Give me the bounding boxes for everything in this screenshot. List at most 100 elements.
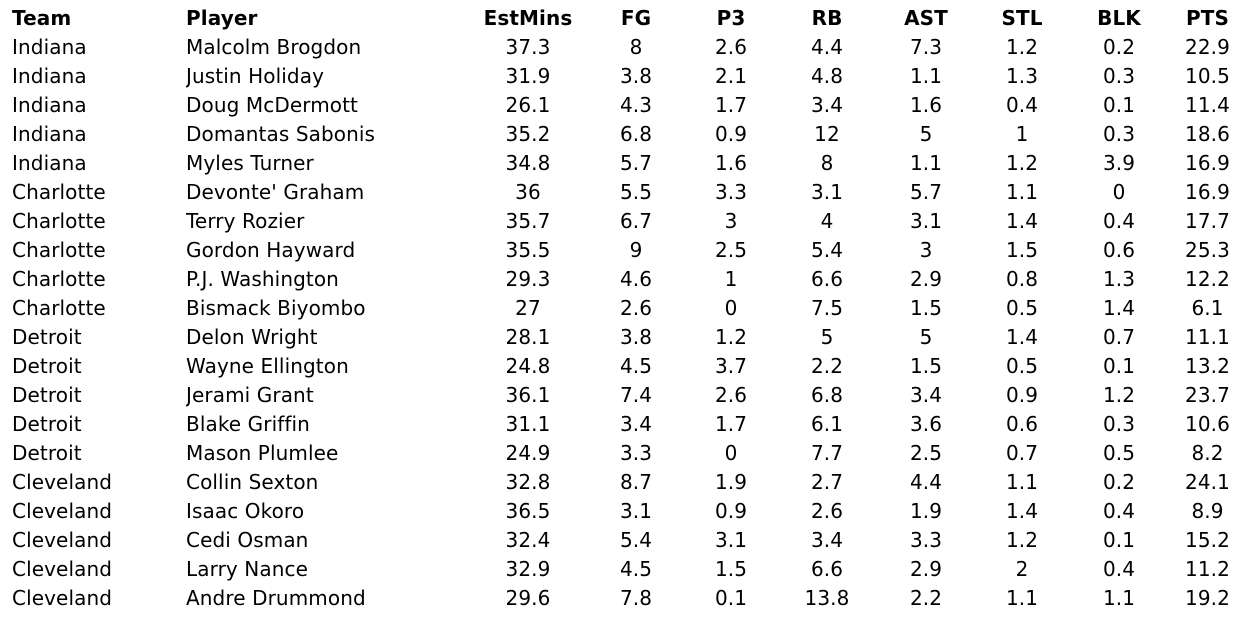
cell-p3: 1 (724, 267, 738, 291)
cell-team: Cleveland (12, 586, 113, 610)
table-row: Charlotte Gordon Hayward 35.5 9 2.5 5.4 3 1.5 0.… (0, 236, 1247, 265)
cell-fg: 3.8 (619, 325, 653, 349)
table-row: Cleveland Collin Sexton 32.8 8.7 1.9 2.7 4.4 1.… (0, 468, 1247, 497)
cell-player: Doug McDermott (186, 93, 358, 117)
cell-estmins: 31.1 (505, 412, 551, 436)
cell-rb: 4.4 (810, 35, 844, 59)
cell-blk: 0.2 (1102, 35, 1136, 59)
cell-blk: 0.4 (1102, 499, 1136, 523)
cell-rb: 3.4 (810, 528, 844, 552)
cell-rb: 6.1 (810, 412, 844, 436)
cell-estmins: 27 (515, 296, 541, 320)
cell-stl: 0.5 (1005, 296, 1039, 320)
cell-pts: 12.2 (1185, 267, 1230, 291)
cell-blk: 3.9 (1102, 151, 1136, 175)
cell-p3: 2.1 (714, 64, 748, 88)
cell-rb: 4.8 (810, 64, 844, 88)
cell-blk: 0.6 (1102, 238, 1136, 262)
table-row: Indiana Doug McDermott 26.1 4.3 1.7 3.4 1.6 0.4… (0, 91, 1247, 120)
cell-pts: 23.7 (1185, 383, 1230, 407)
cell-team: Charlotte (12, 296, 106, 320)
cell-team: Indiana (12, 151, 87, 175)
cell-fg: 5.7 (619, 151, 653, 175)
cell-rb: 8 (820, 151, 834, 175)
header-p3: P3 (716, 6, 746, 30)
cell-ast: 1.5 (909, 296, 943, 320)
cell-pts: 25.3 (1185, 238, 1230, 262)
cell-blk: 0.4 (1102, 209, 1136, 233)
table-row: Charlotte Terry Rozier 35.7 6.7 3 4 3.1 1.4 0.4 1… (0, 207, 1247, 236)
cell-blk: 0.1 (1102, 93, 1136, 117)
cell-p3: 0 (724, 441, 738, 465)
header-blk: BLK (1097, 6, 1141, 30)
cell-estmins: 34.8 (505, 151, 551, 175)
cell-ast: 3.6 (909, 412, 943, 436)
cell-ast: 3 (919, 238, 933, 262)
cell-p3: 3.3 (714, 180, 748, 204)
cell-team: Detroit (12, 441, 82, 465)
cell-player: Mason Plumlee (186, 441, 339, 465)
cell-fg: 4.5 (619, 557, 653, 581)
cell-stl: 0.5 (1005, 354, 1039, 378)
cell-stl: 1.4 (1005, 209, 1039, 233)
cell-rb: 7.7 (810, 441, 844, 465)
cell-estmins: 36 (515, 180, 541, 204)
cell-pts: 16.9 (1185, 151, 1230, 175)
cell-player: Malcolm Brogdon (186, 35, 362, 59)
cell-player: Gordon Hayward (186, 238, 356, 262)
cell-stl: 1.2 (1005, 35, 1039, 59)
cell-ast: 4.4 (909, 470, 943, 494)
cell-pts: 19.2 (1185, 586, 1230, 610)
table-row: Indiana Myles Turner 34.8 5.7 1.6 8 1.1 1.2 3.9 1… (0, 149, 1247, 178)
cell-team: Charlotte (12, 209, 106, 233)
cell-stl: 1.2 (1005, 528, 1039, 552)
cell-p3: 1.9 (714, 470, 748, 494)
cell-p3: 2.6 (714, 35, 748, 59)
table-row: Detroit Wayne Ellington 24.8 4.5 3.7 2.2 1.5 0.… (0, 352, 1247, 381)
cell-ast: 1.9 (909, 499, 943, 523)
cell-team: Indiana (12, 35, 87, 59)
cell-estmins: 29.6 (505, 586, 551, 610)
cell-blk: 1.1 (1102, 586, 1136, 610)
table-row: Detroit Jerami Grant 36.1 7.4 2.6 6.8 3.4 0.9 1.… (0, 381, 1247, 410)
cell-fg: 6.8 (619, 122, 653, 146)
table-body: Indiana Malcolm Brogdon 37.3 8 2.6 4.4 7.3 1.2 0… (0, 33, 1247, 613)
cell-team: Indiana (12, 122, 87, 146)
cell-p3: 0.9 (714, 499, 748, 523)
cell-ast: 1.5 (909, 354, 943, 378)
cell-player: Domantas Sabonis (186, 122, 376, 146)
cell-player: Jerami Grant (186, 383, 314, 407)
cell-pts: 11.4 (1185, 93, 1230, 117)
header-rb: RB (811, 6, 843, 30)
cell-blk: 0.7 (1102, 325, 1136, 349)
cell-estmins: 32.4 (505, 528, 551, 552)
cell-rb: 6.6 (810, 267, 844, 291)
header-row: Team Player EstMins FG P3 RB AST STL BLK PTS (0, 4, 1247, 33)
cell-estmins: 29.3 (505, 267, 551, 291)
cell-player: Cedi Osman (186, 528, 309, 552)
cell-estmins: 32.8 (505, 470, 551, 494)
cell-ast: 3.4 (909, 383, 943, 407)
cell-pts: 24.1 (1185, 470, 1230, 494)
cell-blk: 0.1 (1102, 354, 1136, 378)
cell-fg: 6.7 (619, 209, 653, 233)
cell-team: Cleveland (12, 499, 113, 523)
cell-blk: 0.3 (1102, 64, 1136, 88)
cell-rb: 6.6 (810, 557, 844, 581)
cell-team: Detroit (12, 383, 82, 407)
cell-stl: 1 (1015, 122, 1029, 146)
cell-team: Detroit (12, 325, 82, 349)
cell-estmins: 28.1 (505, 325, 551, 349)
cell-blk: 1.4 (1102, 296, 1136, 320)
cell-p3: 0 (724, 296, 738, 320)
cell-ast: 7.3 (909, 35, 943, 59)
cell-p3: 1.6 (714, 151, 748, 175)
cell-blk: 1.3 (1102, 267, 1136, 291)
cell-stl: 0.4 (1005, 93, 1039, 117)
cell-fg: 7.4 (619, 383, 653, 407)
cell-player: Andre Drummond (186, 586, 366, 610)
cell-fg: 3.4 (619, 412, 653, 436)
cell-rb: 5.4 (810, 238, 844, 262)
table-row: Indiana Malcolm Brogdon 37.3 8 2.6 4.4 7.3 1.2 0… (0, 33, 1247, 62)
cell-pts: 18.6 (1185, 122, 1230, 146)
